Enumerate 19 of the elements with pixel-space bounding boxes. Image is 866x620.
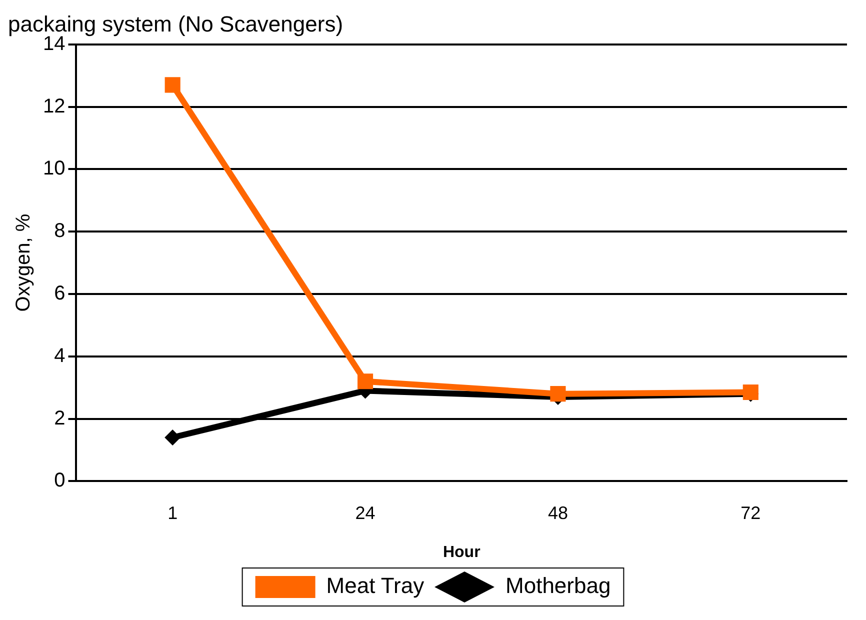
y-tick-label: 10 (42, 158, 66, 180)
x-axis-title: Hour (442, 544, 480, 561)
y-tick-label: 2 (54, 407, 66, 430)
y-tick-label: 6 (54, 282, 66, 305)
x-tick-label: 24 (355, 502, 376, 523)
legend-label: Motherbag (506, 573, 611, 598)
y-axis-title: Oxygen, % (12, 214, 35, 312)
x-tick-label: 72 (740, 502, 761, 523)
legend-label: Meat Tray (326, 573, 424, 598)
point (358, 374, 374, 390)
point (550, 386, 566, 402)
point (164, 430, 181, 446)
y-tick-label: 0 (54, 470, 66, 492)
x-tick-label: 48 (548, 502, 568, 523)
y-tick-label: 12 (42, 95, 66, 118)
y-tick-label: 4 (54, 344, 66, 367)
x-tick-label: 1 (168, 502, 178, 523)
y-tick-label: 8 (54, 220, 66, 242)
point (164, 77, 180, 93)
